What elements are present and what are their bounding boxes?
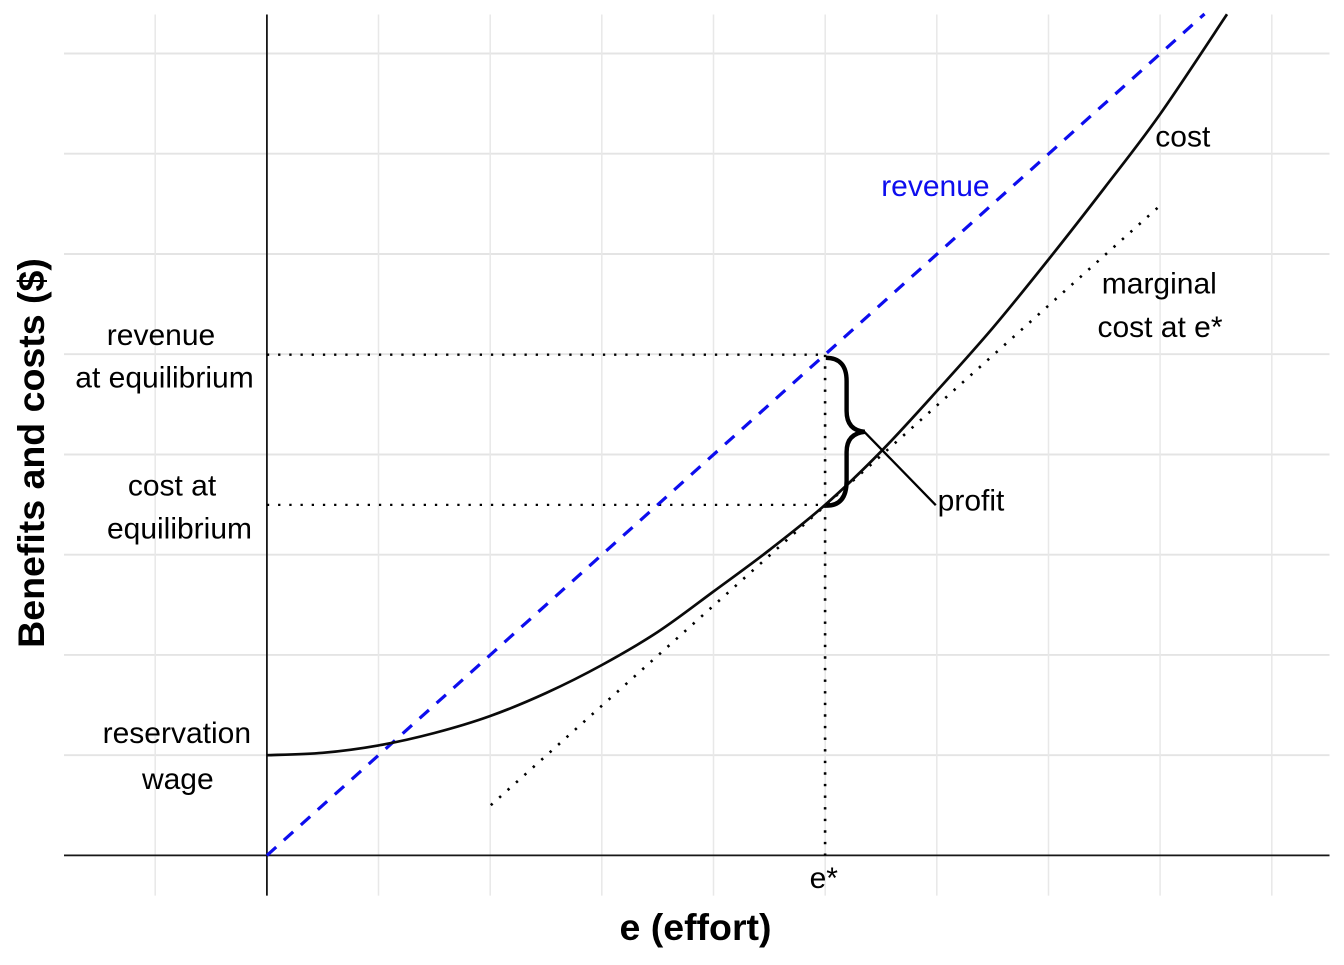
svg-text:reservation: reservation <box>103 717 251 750</box>
svg-text:revenue: revenue <box>881 170 989 203</box>
svg-text:cost at e*: cost at e* <box>1097 311 1222 344</box>
svg-text:equilibrium: equilibrium <box>107 513 252 546</box>
svg-text:at equilibrium: at equilibrium <box>75 362 253 395</box>
svg-text:marginal: marginal <box>1102 268 1217 301</box>
svg-text:profit: profit <box>938 485 1005 518</box>
svg-text:Benefits and costs ($): Benefits and costs ($) <box>10 258 52 648</box>
svg-text:cost: cost <box>1155 120 1211 153</box>
svg-text:e*: e* <box>810 862 839 895</box>
svg-text:cost at: cost at <box>128 470 217 503</box>
svg-text:wage: wage <box>141 763 214 796</box>
svg-text:e (effort): e (effort) <box>619 906 771 948</box>
svg-text:revenue: revenue <box>107 319 215 352</box>
